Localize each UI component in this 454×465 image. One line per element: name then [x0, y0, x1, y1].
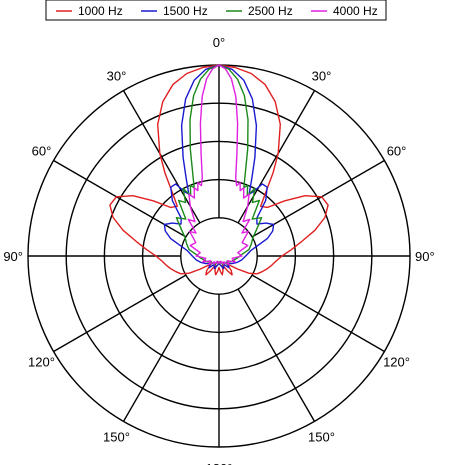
- angle-label-240: 120°: [28, 355, 55, 370]
- legend-label-4: 4000 Hz: [333, 4, 378, 18]
- angle-label-180: 180°: [206, 461, 233, 465]
- legend-label-1: 1000 Hz: [78, 4, 123, 18]
- series-line-1: [109, 64, 329, 276]
- grid-spoke-30: [237, 90, 316, 224]
- grid-spoke-240: [53, 274, 187, 353]
- grid-spoke-210: [122, 288, 201, 422]
- legend: 1000 Hz 1500 Hz 2500 Hz 4000 Hz: [45, 0, 387, 21]
- series-group: [109, 64, 329, 276]
- legend-label-3: 2500 Hz: [248, 4, 293, 18]
- angle-label-60: 60°: [387, 144, 407, 159]
- angle-label-120: 120°: [383, 355, 410, 370]
- angle-label-90: 90°: [415, 249, 435, 264]
- angle-label-150: 150°: [308, 430, 335, 445]
- polar-grid: [27, 64, 411, 448]
- angle-label-210: 150°: [103, 430, 130, 445]
- grid-spoke-150: [237, 288, 316, 422]
- series-line-4: [187, 64, 251, 266]
- angle-label-300: 60°: [32, 144, 52, 159]
- angle-labels: 0° 30° 60° 90° 120° 150° 180° 150° 120° 90° 60° 30°: [3, 35, 434, 465]
- legend-label-2: 1500 Hz: [163, 4, 208, 18]
- grid-spoke-330: [122, 90, 201, 224]
- angle-label-270: 90°: [3, 249, 23, 264]
- grid-spoke-120: [251, 274, 385, 353]
- legend-box: [45, 0, 387, 21]
- angle-label-0: 0°: [213, 35, 225, 50]
- angle-label-30: 30°: [312, 68, 332, 83]
- angle-label-330: 30°: [107, 68, 127, 83]
